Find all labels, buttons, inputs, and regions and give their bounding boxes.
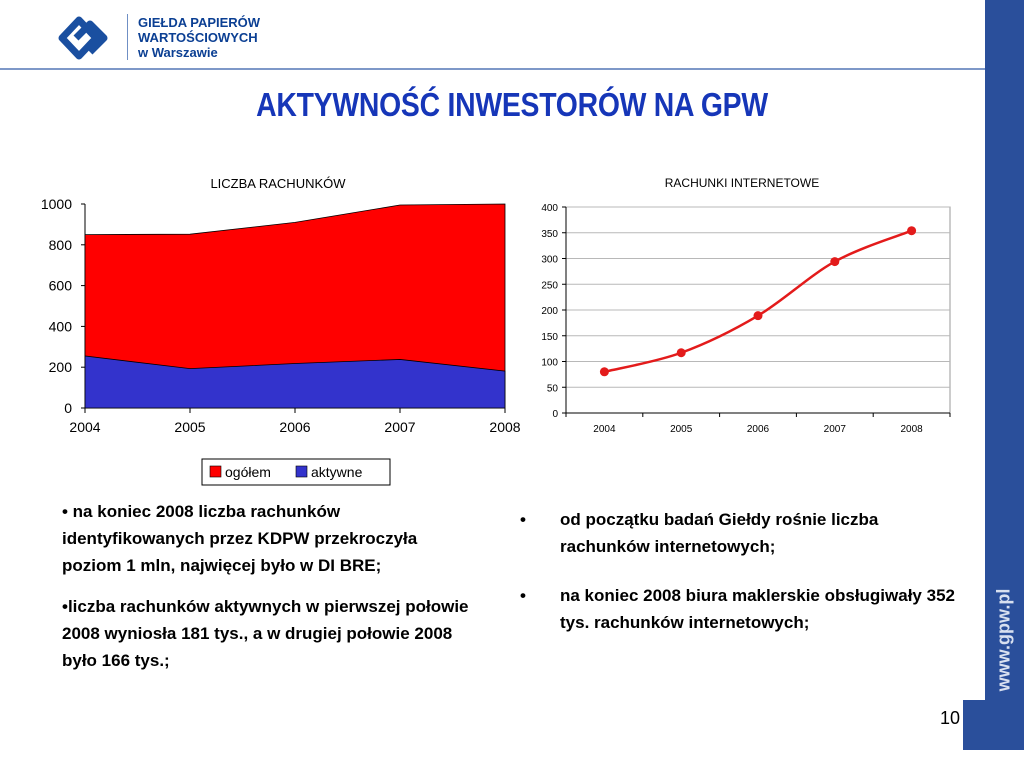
x-tick-label: 2006 [279, 419, 310, 435]
header-divider [0, 68, 985, 70]
data-point [599, 367, 609, 377]
y-tick-label: 1000 [41, 196, 72, 212]
y-tick-label: 800 [49, 237, 73, 253]
legend-swatch-ogolem [209, 465, 222, 478]
y-tick-label: 300 [541, 255, 558, 266]
y-tick-label: 400 [541, 203, 558, 214]
internet-accounts-line-chart: RACHUNKI INTERNETOWE 0 50 100 150 200 250 300 3… [541, 176, 951, 435]
x-tick-label: 2007 [824, 424, 847, 435]
y-tick-label: 50 [547, 383, 559, 394]
chart-title: LICZBA RACHUNKÓW [210, 176, 346, 191]
data-point [830, 257, 840, 267]
x-tick-label: 2004 [593, 424, 616, 435]
x-tick-label: 2006 [747, 424, 770, 435]
legend-label-ogolem: ogółem [225, 464, 271, 480]
area-aktywne [84, 355, 506, 409]
bullet-text: na koniec 2008 biura maklerskie obsługiw… [560, 586, 955, 632]
logo-divider [127, 14, 128, 60]
y-tick-label: 400 [49, 318, 73, 334]
y-tick-label: 100 [541, 358, 558, 369]
y-tick-label: 150 [541, 332, 558, 343]
logo-line-2: WARTOŚCIOWYCH [138, 30, 258, 45]
left-bullet-list: • na koniec 2008 liczba rachunków identy… [62, 498, 472, 688]
x-tick-label: 2005 [670, 424, 693, 435]
bullet-marker: • [520, 586, 526, 605]
side-band-footer [963, 700, 1024, 750]
data-point [753, 311, 763, 321]
website-url: www.gpw.pl [993, 588, 1014, 692]
x-tick-label: 2007 [384, 419, 415, 435]
right-bullet-2: • na koniec 2008 biura maklerskie obsług… [520, 582, 970, 636]
y-tick-label: 600 [49, 278, 73, 294]
bullet-marker: • [520, 510, 526, 529]
y-tick-label: 200 [541, 306, 558, 317]
page-title: AKTYWNOŚĆ INWESTORÓW NA GPW [256, 86, 768, 123]
right-bullet-list: • od początku badań Giełdy rośnie liczba… [520, 506, 970, 658]
y-tick-label: 0 [552, 409, 558, 420]
bullet-text: od początku badań Giełdy rośnie liczba r… [560, 510, 879, 556]
right-bullet-1: • od początku badań Giełdy rośnie liczba… [520, 506, 970, 560]
left-bullet-2: •liczba rachunków aktywnych w pierwszej … [62, 597, 469, 670]
x-tick-label: 2004 [69, 419, 100, 435]
data-point [907, 226, 917, 236]
chart-title: RACHUNKI INTERNETOWE [665, 176, 819, 190]
logo-line-3: w Warszawie [138, 45, 218, 60]
legend-label-aktywne: aktywne [311, 464, 363, 480]
y-tick-label: 0 [64, 400, 72, 416]
y-tick-label: 200 [49, 359, 73, 375]
y-tick-label: 250 [541, 280, 558, 291]
logo-line-1: GIEŁDA PAPIERÓW [138, 15, 261, 30]
x-tick-label: 2005 [174, 419, 205, 435]
legend-swatch-aktywne [295, 465, 308, 478]
side-band [985, 0, 1024, 700]
x-tick-label: 2008 [900, 424, 923, 435]
page-number: 10 [940, 708, 961, 728]
y-tick-label: 350 [541, 229, 558, 240]
series-line [604, 229, 913, 374]
accounts-area-chart: LICZBA RACHUNKÓW 0 200 400 600 800 1000 2004 20… [41, 176, 521, 486]
x-tick-label: 2008 [489, 419, 520, 435]
left-bullet-1: • na koniec 2008 liczba rachunków identy… [62, 502, 418, 575]
data-point [676, 348, 686, 358]
chart-legend: ogółem aktywne [201, 458, 391, 486]
logo-text: GIEŁDA PAPIERÓW WARTOŚCIOWYCH w Warszawi… [138, 15, 260, 60]
gpw-logo-icon [52, 8, 110, 64]
